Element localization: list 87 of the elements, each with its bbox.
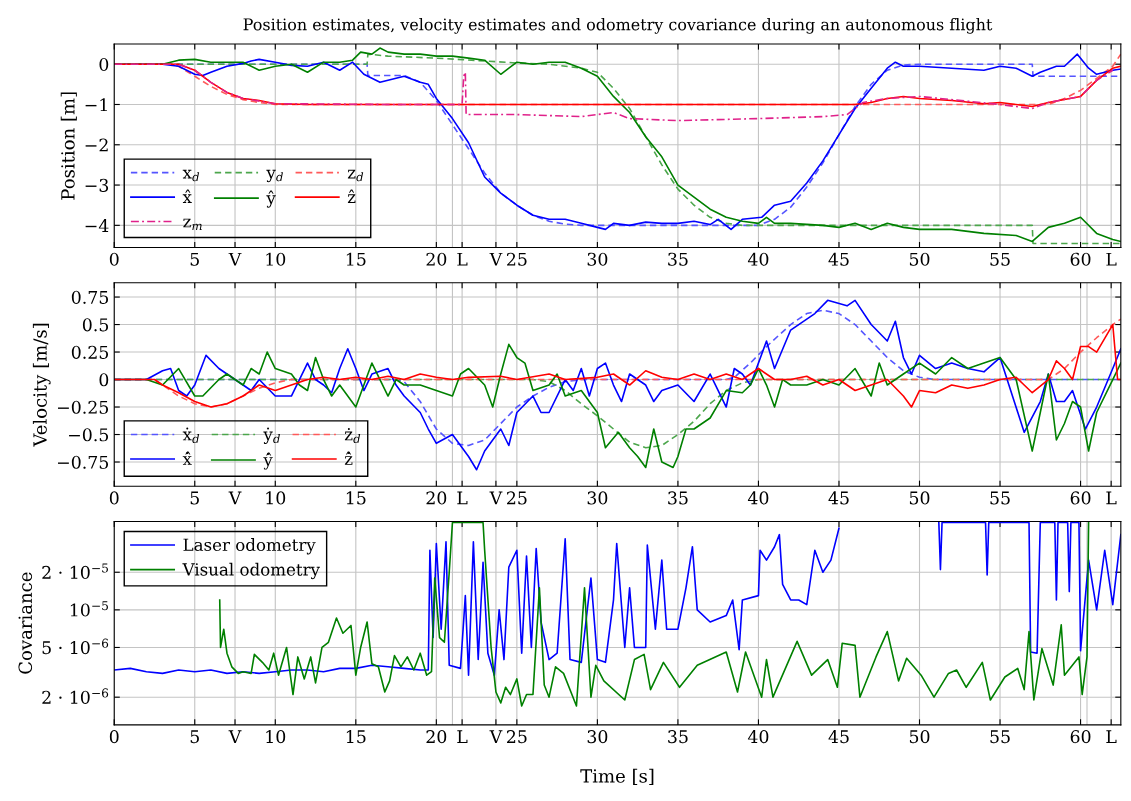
legend-label: ẏ$_{d}$ [263, 427, 280, 444]
x-tick-label: 55 [990, 491, 1010, 505]
x-tick-label: 35 [668, 730, 688, 744]
x-tick-label: 40 [747, 730, 769, 744]
x-tick-label: L [1106, 491, 1117, 505]
x-tick-label: L [1106, 252, 1117, 266]
x-tick-label: 50 [909, 252, 930, 266]
x-tick-label: V [489, 730, 503, 743]
x-tick-label: 0 [109, 730, 119, 744]
text: Laser odometry [183, 538, 316, 555]
legend-label: z$_{m}$ [183, 218, 202, 230]
x-tick-label: 20 [426, 491, 447, 505]
x-tick-label: 35 [668, 491, 688, 505]
y-tick-label: 0.5 [82, 318, 109, 332]
x-tick-label: 50 [909, 730, 930, 744]
x-tick-label: 60 [1070, 491, 1091, 505]
x-tick-label: 55 [990, 252, 1010, 266]
legend-label: ż$_{d}$ [344, 428, 361, 444]
x-tick-label: 0 [109, 491, 119, 505]
y-axis-title: Velocity [m/s] [32, 323, 51, 447]
legend-label: ẏ̂ [263, 452, 273, 470]
x-tick-label: 10 [266, 252, 286, 266]
x-tick-label: 40 [747, 252, 769, 266]
x-tick-label: 15 [346, 491, 366, 505]
legend-label: ŷ [266, 190, 276, 208]
chart-title: Position estimates, velocity estimates and odometry covariance during an autonomous flight [243, 18, 993, 34]
x-tick-label: 15 [346, 252, 366, 266]
y-tick-label: 10$^{−5}$ [70, 601, 108, 617]
legend-label: ẑ̇ [344, 451, 353, 465]
x-tick-label: 25 [507, 491, 527, 505]
x-tick-label: V [489, 491, 503, 505]
legend-label: x̂ [182, 189, 192, 203]
x-tick-label: 5 [190, 252, 199, 266]
y-tick-label: −3 [85, 178, 109, 192]
y-tick-label: −0.75 [58, 455, 109, 469]
x-tick-label: 50 [909, 491, 930, 505]
x-tick-label: 45 [828, 491, 849, 505]
x-tick-label: 10 [266, 730, 286, 744]
x-tick-label: 25 [507, 730, 527, 744]
legend-label: x$_{d}$ [182, 169, 200, 182]
y-tick-label: −0.5 [69, 428, 109, 442]
x-tick-label: 5 [190, 730, 199, 744]
x-tick-label: V [228, 730, 242, 743]
legend-label: ẋ$_{d}$ [182, 427, 200, 444]
y-tick-label: −1 [85, 98, 107, 112]
y-tick-label: 2 · 10$^{−5}$ [42, 563, 108, 579]
x-tick-label: 30 [587, 252, 608, 266]
x-tick-label: 20 [426, 730, 447, 744]
x-tick-label: 15 [346, 730, 366, 744]
x-tick-label: L [457, 252, 468, 266]
legend-label: y$_{d}$ [266, 169, 283, 183]
y-tick-label: 0.25 [71, 345, 109, 359]
x-tick-label: V [489, 252, 503, 266]
y-axis-title: Covariance [18, 572, 33, 674]
x-tick-label: 45 [828, 730, 849, 744]
x-tick-label: 30 [587, 491, 608, 505]
x-tick-label: 60 [1070, 730, 1091, 744]
x-tick-label: 0 [109, 252, 119, 266]
x-tick-label: 5 [190, 491, 199, 505]
x-tick-label: L [1106, 730, 1117, 743]
x-tick-label: 40 [747, 491, 769, 505]
legend-label: z$_{d}$ [347, 169, 364, 182]
x-tick-label: 60 [1070, 252, 1091, 266]
y-tick-label: 0 [99, 373, 109, 387]
x-tick-label: 30 [587, 730, 608, 744]
x-tick-label: 35 [668, 252, 688, 266]
x-tick-label: V [228, 491, 242, 505]
x-tick-label: 20 [426, 252, 447, 266]
legend-label: ẋ̂ [182, 451, 192, 465]
y-tick-label: −2 [85, 138, 108, 152]
x-tick-label: 55 [990, 730, 1010, 744]
x-axis-title: Time [s] [580, 768, 654, 785]
y-tick-label: 2 · 10$^{−6}$ [42, 688, 109, 704]
x-tick-label: L [457, 491, 468, 505]
x-tick-label: 25 [507, 252, 527, 266]
y-tick-label: −0.25 [58, 400, 109, 414]
y-tick-label: 5 · 10$^{−6}$ [42, 638, 109, 655]
x-tick-label: 10 [266, 491, 286, 505]
text: Visual odometry [182, 562, 320, 580]
y-tick-label: 0.75 [71, 290, 109, 304]
x-tick-label: 45 [828, 252, 849, 266]
y-tick-label: 0 [99, 57, 109, 72]
y-axis-title: Position [m] [60, 92, 77, 200]
legend-label: ẑ [347, 189, 356, 203]
x-tick-label: V [228, 252, 242, 266]
x-tick-label: L [457, 730, 468, 743]
y-tick-label: −4 [85, 219, 109, 232]
